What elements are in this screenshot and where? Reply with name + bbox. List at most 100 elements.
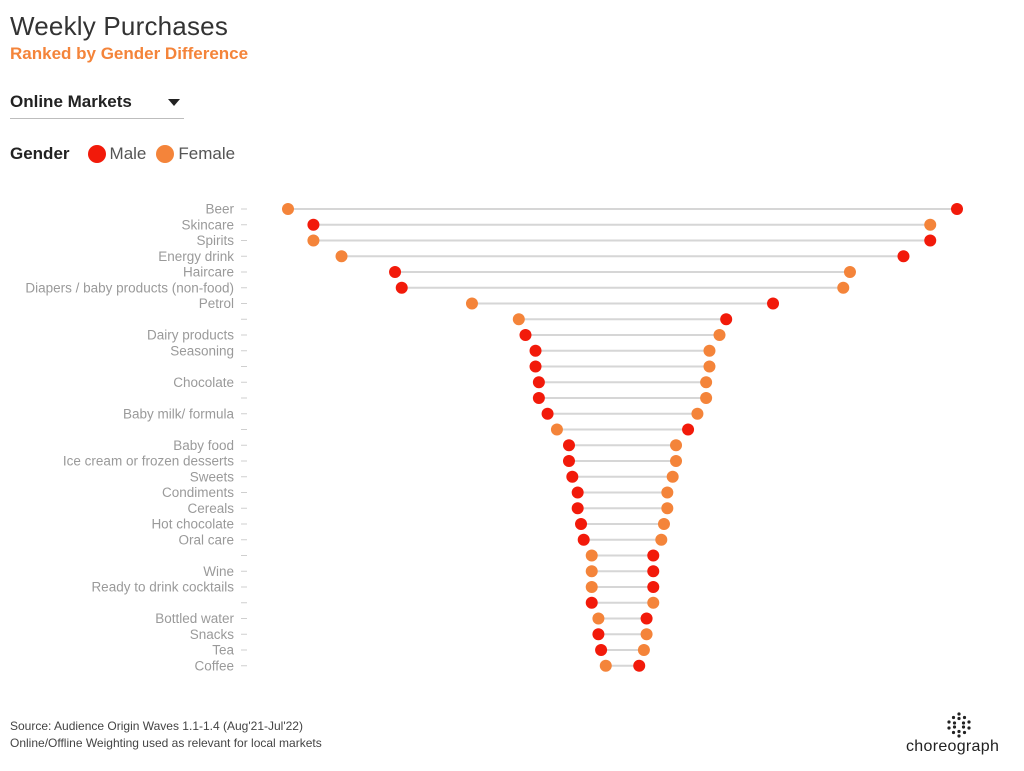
male-point bbox=[389, 266, 402, 278]
female-point bbox=[700, 376, 713, 389]
category-label: Spirits bbox=[196, 233, 234, 248]
source-note: Source: Audience Origin Waves 1.1-1.4 (A… bbox=[10, 718, 322, 752]
logo-mark-icon bbox=[947, 712, 971, 738]
female-point bbox=[703, 360, 716, 373]
female-point bbox=[550, 423, 563, 436]
male-point bbox=[595, 644, 608, 656]
female-point bbox=[700, 392, 713, 404]
legend-label-female: Female bbox=[178, 144, 236, 163]
category-label: Dairy products bbox=[147, 328, 234, 343]
male-point bbox=[577, 533, 590, 546]
female-point bbox=[282, 203, 294, 215]
category-label: Cereals bbox=[187, 501, 234, 516]
female-point bbox=[837, 281, 850, 294]
male-point bbox=[647, 565, 660, 578]
female-point bbox=[670, 439, 683, 452]
category-label: Baby food bbox=[173, 438, 234, 453]
male-point bbox=[541, 407, 554, 420]
female-point bbox=[670, 455, 683, 467]
female-point bbox=[585, 565, 598, 578]
category-label: Skincare bbox=[181, 217, 234, 232]
male-point bbox=[395, 281, 408, 294]
category-label: Coffee bbox=[194, 658, 234, 673]
page-subtitle: Ranked by Gender Difference bbox=[10, 44, 249, 63]
female-point bbox=[924, 218, 937, 231]
category-label: Sweets bbox=[190, 469, 235, 484]
category-label: Tea bbox=[212, 643, 234, 658]
legend-label-male: Male bbox=[109, 144, 147, 163]
male-point bbox=[519, 329, 532, 341]
category-label: Snacks bbox=[190, 627, 235, 642]
category-label: Petrol bbox=[199, 296, 234, 311]
female-point bbox=[512, 313, 525, 326]
source-line: Source: Audience Origin Waves 1.1-1.4 (A… bbox=[10, 719, 303, 733]
legend-title: Gender bbox=[10, 144, 70, 163]
category-label: Bottled water bbox=[155, 611, 234, 626]
female-point bbox=[585, 581, 598, 593]
category-label: Wine bbox=[203, 564, 234, 579]
male-point bbox=[924, 234, 937, 247]
female-point bbox=[465, 297, 478, 310]
legend-item-male[interactable]: Male bbox=[87, 144, 147, 164]
female-point bbox=[843, 266, 856, 278]
male-point bbox=[720, 313, 733, 326]
male-point bbox=[767, 297, 780, 310]
male-point bbox=[307, 218, 320, 231]
male-point bbox=[566, 470, 579, 483]
page-title: Weekly Purchases bbox=[10, 11, 229, 41]
male-point bbox=[529, 360, 542, 373]
male-point bbox=[571, 502, 584, 515]
female-point bbox=[713, 329, 726, 341]
category-label: Ice cream or frozen desserts bbox=[63, 454, 234, 469]
category-label: Seasoning bbox=[170, 343, 234, 358]
category-label: Baby milk/ formula bbox=[123, 406, 235, 421]
category-label: Diapers / baby products (non-food) bbox=[25, 280, 234, 295]
female-point bbox=[691, 407, 704, 420]
category-label: Chocolate bbox=[173, 375, 234, 390]
male-point bbox=[897, 250, 910, 263]
male-point bbox=[571, 486, 584, 499]
category-label: Beer bbox=[205, 202, 234, 217]
male-point bbox=[562, 439, 575, 452]
female-point bbox=[655, 533, 668, 546]
category-label: Hot chocolate bbox=[151, 517, 234, 532]
choreograph-logo: choreograph bbox=[906, 712, 1014, 758]
female-point bbox=[647, 596, 660, 609]
male-point bbox=[951, 203, 963, 215]
male-point bbox=[585, 596, 598, 609]
male-dot-icon bbox=[87, 145, 106, 163]
category-label: Energy drink bbox=[158, 249, 234, 264]
male-point bbox=[633, 659, 646, 672]
female-point bbox=[703, 344, 716, 357]
male-point bbox=[640, 612, 653, 625]
category-label: Haircare bbox=[183, 265, 234, 280]
weighting-note: Online/Offline Weighting used as relevan… bbox=[10, 736, 322, 750]
female-point bbox=[335, 250, 348, 263]
male-point bbox=[529, 344, 542, 357]
female-point bbox=[585, 549, 598, 562]
female-dot-icon bbox=[156, 145, 175, 163]
male-point bbox=[647, 549, 660, 562]
female-point bbox=[661, 486, 674, 499]
gender-legend: Gender Male Female bbox=[10, 142, 245, 166]
brand-name: choreograph bbox=[906, 738, 1000, 755]
female-point bbox=[599, 659, 612, 672]
male-point bbox=[575, 518, 588, 530]
male-point bbox=[682, 423, 695, 436]
female-point bbox=[661, 502, 674, 515]
female-point bbox=[657, 518, 670, 530]
male-point bbox=[592, 628, 605, 641]
female-point bbox=[307, 234, 320, 247]
category-label: Ready to drink cocktails bbox=[91, 580, 234, 595]
legend-item-female[interactable]: Female bbox=[156, 144, 235, 164]
market-dropdown[interactable]: Online Markets bbox=[10, 88, 184, 119]
market-dropdown-value: Online Markets bbox=[10, 92, 132, 111]
male-point bbox=[562, 455, 575, 467]
category-label: Condiments bbox=[162, 485, 234, 500]
female-point bbox=[637, 644, 650, 656]
category-label: Oral care bbox=[178, 532, 234, 547]
female-point bbox=[666, 470, 679, 483]
chevron-down-icon[interactable] bbox=[168, 99, 180, 106]
female-point bbox=[592, 612, 605, 625]
